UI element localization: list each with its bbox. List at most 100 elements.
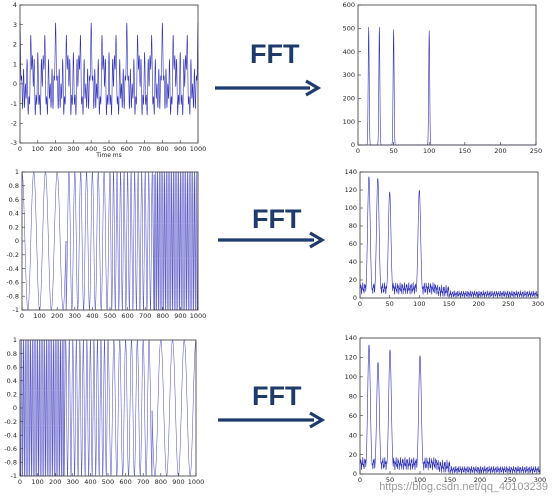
row2-time-xtick-label: 400: [86, 312, 98, 320]
row1-time-xtick-label: 600: [121, 145, 133, 153]
row3-fft-ytick-label: 100: [345, 373, 357, 381]
row2-fft-xtick-label: 100: [413, 300, 425, 308]
row1-time-xlabel: Time ms: [95, 152, 122, 159]
row1-time-panel: 0 100 200 300 400 500 600 700 800 900 1000 -3 -2 -1 0 1…: [11, 1, 207, 159]
row3-fft-ytick-label: 20: [349, 451, 357, 459]
row3-time-xtick-label: 500: [102, 478, 114, 486]
row2-time-xtick-label: 500: [104, 312, 116, 320]
row1-time-frame: [19, 4, 199, 144]
row1-fft-ytick-label: 300: [343, 71, 355, 79]
row1-time-ytick-label: 0: [13, 80, 17, 88]
row2-fft-series-line: [359, 176, 539, 299]
row2-fft-ytick-label: 140: [345, 168, 357, 176]
row3-time-ytick-label: 0.8: [7, 350, 17, 358]
row2-time-ytick-label: 0.6: [9, 196, 19, 204]
row2-fft-xtick-label: 0: [358, 300, 362, 308]
row2-fft-frame: [359, 171, 539, 299]
row2-fft-ytick-label: 20: [349, 276, 357, 284]
row3-fft-ytick-label: 60: [349, 412, 357, 420]
row1-time-xtick-label: 700: [138, 145, 150, 153]
row3-fft-panel: 0 50 100 150 200 250 300 0 20 40 60 80 100 120 140: [345, 334, 547, 484]
row3-time-ytick-label: -0.8: [4, 459, 17, 467]
row3-time-xtick-label: 800: [155, 478, 167, 486]
row2-fft-ytick-label: 0: [353, 294, 357, 302]
fft-arrow-group: FFT: [218, 381, 326, 429]
row2-time-ytick-label: 0.2: [9, 223, 19, 231]
row1-time-xtick-label: 0: [18, 145, 22, 153]
row1-fft-xtick-label: 250: [530, 147, 542, 155]
row2-time-xtick-label: 700: [139, 312, 151, 320]
row1-fft-panel: 0 50 100 150 200 250 0 100 200 300 400 500 600: [343, 1, 543, 155]
row3-fft-ytick-label: 0: [353, 470, 357, 478]
row3-time-xtick-label: 100: [31, 478, 43, 486]
row1-time-xtick-label: 100: [32, 145, 44, 153]
row1-fft-xtick-label: 100: [423, 147, 435, 155]
fft-label: FFT: [252, 204, 302, 234]
row2-fft-ytick-label: 80: [349, 222, 357, 230]
row3-fft-xtick-label: 150: [444, 476, 456, 484]
row1-time-series-line: [19, 22, 199, 116]
row1-time-xtick-label: 400: [85, 145, 97, 153]
row3-fft-ytick-label: 80: [349, 392, 357, 400]
row1-time-xtick-label: 300: [67, 145, 79, 153]
row3-time-xtick-label: 400: [84, 478, 96, 486]
fft-label: FFT: [250, 39, 300, 69]
row3-time-panel: 0 100 200 300 400 500 600 700 800 900 1000 -1 -0.8 -0…: [4, 336, 204, 486]
row1-fft-ytick-label: 500: [343, 25, 355, 33]
row3-time-ytick-label: 0: [13, 404, 17, 412]
row1-time-ytick-label: 3: [13, 21, 17, 29]
row2-time-ytick-label: 0.8: [9, 182, 19, 190]
row2-time-ytick-label: -0.2: [6, 251, 19, 259]
row2-time-xtick-label: 0: [20, 312, 24, 320]
row1-fft-ytick-label: 100: [343, 118, 355, 126]
row2-time-xtick-label: 1000: [190, 312, 207, 320]
row3-time-xtick-label: 600: [119, 478, 131, 486]
row1-time-ytick-label: 2: [13, 41, 17, 49]
row3-time-xtick-label: 1000: [188, 478, 205, 486]
row1-fft-xtick-label: 200: [494, 147, 506, 155]
row2-fft-ytick-label: 60: [349, 240, 357, 248]
right-arrow-icon: [309, 411, 326, 429]
row3-time-ytick-label: -0.6: [4, 445, 17, 453]
fft-arrow-group: FFT: [218, 204, 326, 249]
row2-time-xtick-label: 600: [121, 312, 133, 320]
row1-time-xtick-label: 200: [49, 145, 61, 153]
row1-fft-ytick-label: 400: [343, 48, 355, 56]
row1-time-ytick-label: -2: [11, 119, 17, 127]
row3-fft-xtick-label: 0: [358, 476, 362, 484]
row3-time-xtick-label: 0: [18, 478, 22, 486]
row1-time-xtick-label: 500: [103, 145, 115, 153]
row3-time-ytick-label: -0.2: [4, 418, 17, 426]
row2-fft-xtick-label: 300: [532, 300, 544, 308]
row2-time-xtick-label: 100: [33, 312, 45, 320]
fft-label: FFT: [252, 381, 302, 411]
row2-time-ytick-label: -0.8: [6, 292, 19, 300]
row1-time-xtick-label: 900: [174, 145, 186, 153]
row2-time-xtick-label: 300: [69, 312, 81, 320]
row1-fft-ytick-label: 600: [343, 1, 355, 9]
row3-fft-xtick-label: 250: [504, 476, 516, 484]
row3-time-ytick-label: -0.4: [4, 431, 17, 439]
row3-time-xtick-label: 300: [67, 478, 79, 486]
row2-fft-xtick-label: 150: [443, 300, 455, 308]
row2-fft-ytick-label: 120: [345, 186, 357, 194]
row3-time-ytick-label: 0.2: [7, 391, 17, 399]
row2-fft-xtick-label: 200: [472, 300, 484, 308]
row3-fft-xtick-label: 200: [474, 476, 486, 484]
row1-time-ytick-label: 1: [13, 60, 17, 68]
row2-time-xtick-label: 200: [51, 312, 63, 320]
row1-time-xtick-label: 1000: [190, 145, 207, 153]
row3-time-series-line: [19, 339, 197, 477]
row3-fft-ytick-label: 40: [349, 431, 357, 439]
row3-time-xtick-label: 700: [137, 478, 149, 486]
row1-fft-xtick-label: 50: [389, 147, 397, 155]
row3-time-ytick-label: -1: [11, 472, 17, 480]
row1-fft-xtick-label: 0: [356, 147, 360, 155]
row1-time-ytick-label: -3: [11, 139, 17, 147]
row2-fft-panel: 0 50 100 150 200 250 300 0 20 40 60 80 100 120 140: [345, 168, 545, 308]
row3-time-ytick-label: 1: [13, 336, 17, 344]
row3-fft-xtick-label: 300: [534, 476, 546, 484]
row2-time-xtick-label: 800: [157, 312, 169, 320]
row2-time-ytick-label: -1: [13, 306, 19, 314]
row2-fft-xtick-label: 250: [502, 300, 514, 308]
